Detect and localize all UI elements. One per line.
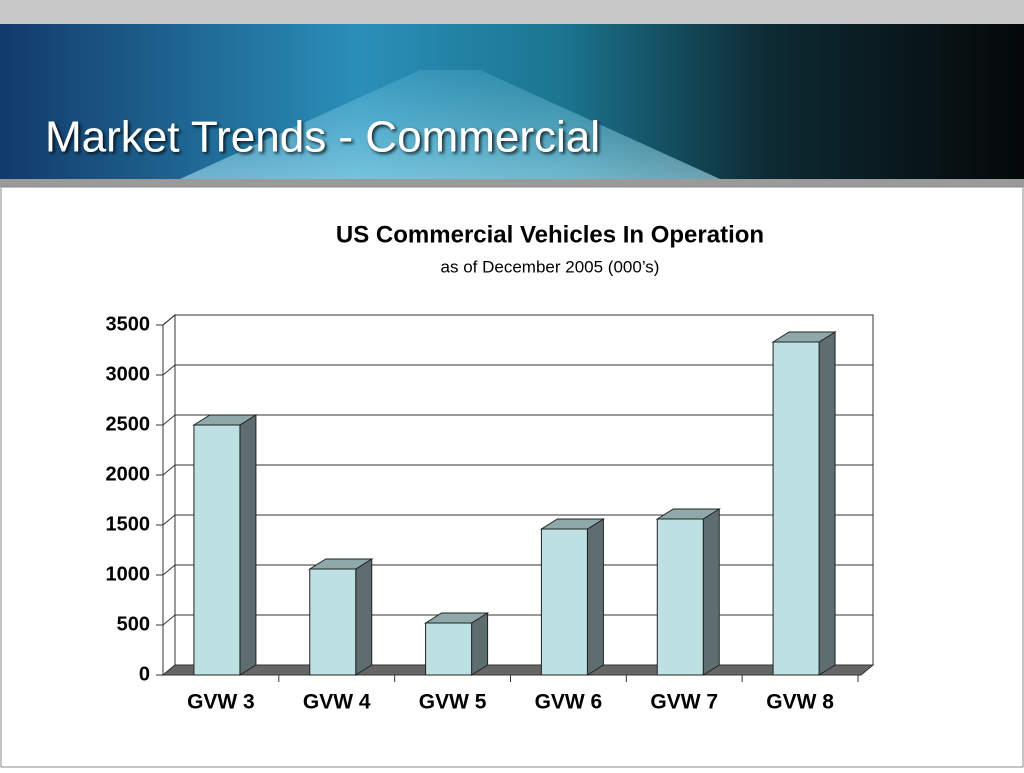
- y-tick-label: 1000: [106, 563, 151, 585]
- grid-line-side: [162, 314, 176, 326]
- bar: [425, 622, 473, 676]
- bar-side: [818, 331, 836, 676]
- header-bottom-bar: [0, 179, 1024, 187]
- y-tick-label: 0: [139, 663, 150, 685]
- bar: [193, 424, 241, 676]
- grid-line-side: [162, 414, 176, 426]
- bar-side: [702, 508, 720, 676]
- grid-line-side: [162, 564, 176, 576]
- header-top-bar: [0, 0, 1024, 24]
- y-tick-label: 500: [117, 613, 150, 635]
- x-tick-label: GVW 7: [650, 691, 718, 714]
- y-tick-label: 2000: [106, 463, 151, 485]
- grid-line-side: [162, 614, 176, 626]
- chart-title: US Commercial Vehicles In Operation: [336, 221, 764, 248]
- x-tick-label: GVW 4: [303, 691, 371, 714]
- bar: [540, 528, 588, 676]
- slide-border: [0, 186, 1024, 768]
- bar: [656, 518, 704, 676]
- back-wall: [174, 314, 874, 666]
- floor: [161, 664, 875, 676]
- bar-side: [471, 612, 489, 676]
- bar-side: [239, 414, 257, 676]
- side-wall: [162, 313, 176, 677]
- grid-line-side: [162, 364, 176, 376]
- x-tick-label: GVW 8: [766, 691, 834, 714]
- bar: [309, 568, 357, 676]
- y-tick-label: 3000: [106, 363, 151, 385]
- y-tick-label: 3500: [106, 313, 151, 335]
- road: [180, 70, 720, 179]
- bar-side: [355, 558, 373, 676]
- x-tick-label: GVW 6: [535, 691, 603, 714]
- slide-title: Market Trends - Commercial: [45, 113, 600, 162]
- bar-side: [586, 518, 604, 676]
- x-tick-label: GVW 3: [187, 691, 255, 714]
- chart-subtitle: as of December 2005 (000’s): [441, 257, 660, 276]
- x-tick-label: GVW 5: [419, 691, 487, 714]
- bar: [772, 341, 820, 676]
- grid-line-side: [162, 464, 176, 476]
- grid-line-side: [162, 514, 176, 526]
- y-tick-label: 1500: [106, 513, 151, 535]
- y-tick-label: 2500: [106, 413, 151, 435]
